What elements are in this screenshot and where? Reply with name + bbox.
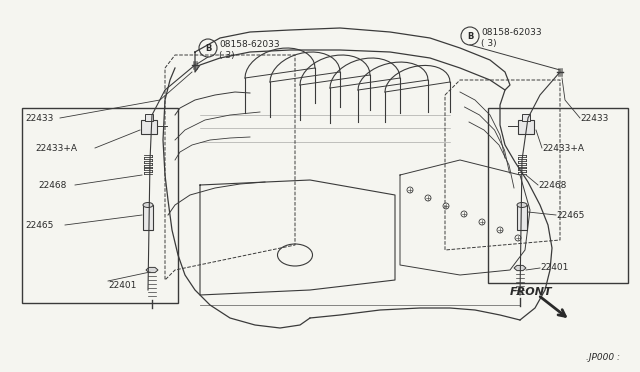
Text: ( 3): ( 3)	[219, 51, 235, 60]
Text: .JP000 :: .JP000 :	[586, 353, 620, 362]
Bar	[22, 108, 178, 303]
Bar	[522, 114, 530, 121]
Text: B: B	[467, 32, 473, 41]
Bar	[143, 205, 153, 230]
Polygon shape	[146, 267, 158, 273]
Ellipse shape	[517, 202, 527, 208]
Text: 22465: 22465	[25, 221, 53, 230]
Text: 22433: 22433	[580, 113, 609, 122]
Bar	[517, 205, 527, 230]
Text: 22401: 22401	[540, 263, 568, 273]
Bar	[145, 114, 153, 121]
Text: FRONT: FRONT	[510, 287, 552, 297]
Text: 22433: 22433	[25, 113, 53, 122]
Text: 22468: 22468	[38, 180, 67, 189]
Text: 22433+A: 22433+A	[35, 144, 77, 153]
Ellipse shape	[143, 202, 153, 208]
Text: 22433+A: 22433+A	[542, 144, 584, 153]
Text: 22468: 22468	[538, 180, 566, 189]
Text: B: B	[205, 44, 211, 52]
Bar	[488, 108, 628, 283]
Polygon shape	[514, 265, 526, 270]
Text: 22401: 22401	[108, 280, 136, 289]
Bar	[141, 120, 157, 134]
Text: 08158-62033: 08158-62033	[219, 39, 280, 48]
Text: ( 3): ( 3)	[481, 38, 497, 48]
Text: 22465: 22465	[556, 211, 584, 219]
Text: 08158-62033: 08158-62033	[481, 28, 541, 36]
Bar	[518, 120, 534, 134]
